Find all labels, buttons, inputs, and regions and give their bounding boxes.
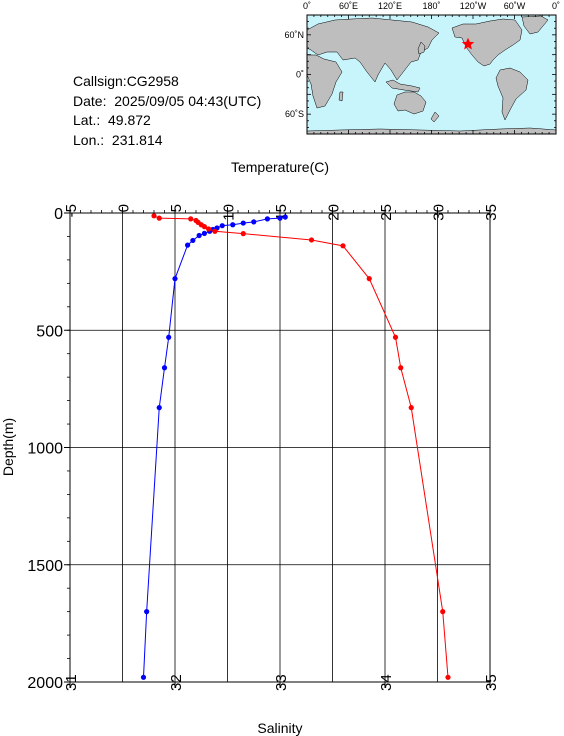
profile-chart: -5 0 5 10 15 20 25 30 35 31 32 33 34 35 050010001500… xyxy=(0,159,500,736)
salinity-point xyxy=(440,609,446,615)
salinity-point xyxy=(201,224,207,230)
land-indonesia xyxy=(385,79,421,93)
map-latitude-labels: 60˚N 0˚ 60˚S xyxy=(284,30,304,119)
map-longitude-label: 0˚ xyxy=(552,1,560,11)
salinity-point xyxy=(408,405,414,411)
land-madagascar xyxy=(338,91,344,102)
temperature-point xyxy=(240,220,246,226)
salinity-axis-ticks: 31 32 33 34 35 xyxy=(63,674,500,691)
map-latitude-label: 60˚N xyxy=(284,30,304,40)
marker-star xyxy=(461,37,475,50)
temperature-tick-label: 30 xyxy=(431,204,448,221)
map-longitude-label: 60˚W xyxy=(504,1,526,11)
temperature-point xyxy=(185,242,191,248)
temperature-point xyxy=(230,222,236,228)
salinity-tick-label: 35 xyxy=(483,674,500,691)
latitude-text: Lat.: 49.872 xyxy=(73,112,151,128)
map-longitude-label: 120˚E xyxy=(378,1,402,11)
temperature-tick-label: -5 xyxy=(63,204,80,217)
salinity-point xyxy=(445,674,451,680)
temperature-axis-ticks: -5 0 5 10 15 20 25 30 35 xyxy=(63,204,500,221)
temperature-point xyxy=(172,276,178,282)
salinity-point xyxy=(156,215,162,221)
salinity-point xyxy=(240,231,246,237)
land-eurasia xyxy=(306,17,440,83)
salinity-profile-line xyxy=(153,215,449,678)
temperature-point xyxy=(264,216,270,222)
chart-grid xyxy=(69,212,491,683)
longitude-text: Lon.: 231.814 xyxy=(73,131,163,148)
chart-series xyxy=(140,213,451,680)
temperature-tick-label: 0 xyxy=(116,204,133,212)
map-longitude-label: 180˚ xyxy=(422,1,440,11)
depth-tick-label: 2000 xyxy=(27,675,63,692)
salinity-point xyxy=(151,213,157,219)
depth-tick-label: 1500 xyxy=(27,558,63,575)
salinity-point xyxy=(188,216,194,222)
chart-minor-ticks xyxy=(67,210,491,683)
temperature-point xyxy=(251,219,257,225)
temperature-point xyxy=(166,334,172,340)
salinity-tick-label: 32 xyxy=(168,674,185,691)
salinity-tick-label: 33 xyxy=(273,674,290,691)
temperature-tick-label: 25 xyxy=(378,204,395,221)
map-longitude-label: 0˚ xyxy=(303,1,311,11)
date-text: Date: 2025/09/05 04:43(UTC) xyxy=(73,92,262,109)
temperature-point xyxy=(156,405,162,411)
map-longitude-labels: 0˚ 60˚E 120˚E 180˚ 120˚W 60˚W 0˚ xyxy=(303,1,560,11)
depth-tick-label: 1000 xyxy=(27,441,63,458)
map-latitude-label: 60˚S xyxy=(285,109,304,119)
map-longitude-label: 60˚E xyxy=(339,1,358,11)
salinity-axis-title: Salinity xyxy=(257,720,302,736)
map-latitude-label: 0˚ xyxy=(296,70,304,80)
depth-axis-title: Depth(m) xyxy=(0,418,16,476)
land-north-america xyxy=(451,18,523,67)
temperature-point xyxy=(282,214,288,220)
temperature-point xyxy=(190,237,196,244)
temperature-tick-label: 5 xyxy=(168,204,185,212)
map-longitude-label: 120˚W xyxy=(460,1,487,11)
salinity-tick-label: 34 xyxy=(378,674,395,691)
depth-axis-ticks: 0 500 1000 1500 2000 xyxy=(27,206,70,692)
land-greenland xyxy=(521,15,549,35)
salinity-tick-label: 31 xyxy=(63,674,80,691)
temperature-point xyxy=(196,232,202,239)
callsign-text: Callsign:CG2958 xyxy=(73,73,179,89)
salinity-point xyxy=(212,228,218,234)
temperature-point xyxy=(144,609,150,615)
temperature-point xyxy=(219,223,225,229)
land-australia xyxy=(393,91,427,115)
salinity-point xyxy=(398,365,404,371)
temperature-tick-label: 20 xyxy=(326,204,343,221)
salinity-point xyxy=(340,243,346,249)
land-south-america xyxy=(495,67,529,121)
temperature-point xyxy=(201,230,207,237)
station-info: Callsign:CG2958 Date: 2025/09/05 04:43(U… xyxy=(73,72,261,150)
land-new-zealand xyxy=(430,111,440,123)
salinity-point xyxy=(206,226,212,232)
land-africa xyxy=(306,54,343,109)
temperature-tick-label: 10 xyxy=(221,204,238,221)
temperature-point xyxy=(277,215,283,221)
temperature-point xyxy=(161,365,168,371)
temperature-point xyxy=(140,674,147,680)
world-map: 0˚ 60˚E 120˚E 180˚ 120˚W 60˚W 0˚ 60˚N 0˚ 60˚S xyxy=(284,1,560,135)
salinity-point xyxy=(392,334,399,340)
depth-tick-label: 0 xyxy=(54,206,63,223)
salinity-point xyxy=(366,276,372,282)
salinity-point xyxy=(308,237,315,243)
temperature-tick-label: 35 xyxy=(483,204,500,221)
map-frame-ticks xyxy=(306,14,557,135)
land-japan xyxy=(417,41,426,55)
temperature-axis-title: Temperature(C) xyxy=(231,159,329,175)
depth-tick-label: 500 xyxy=(36,323,63,340)
